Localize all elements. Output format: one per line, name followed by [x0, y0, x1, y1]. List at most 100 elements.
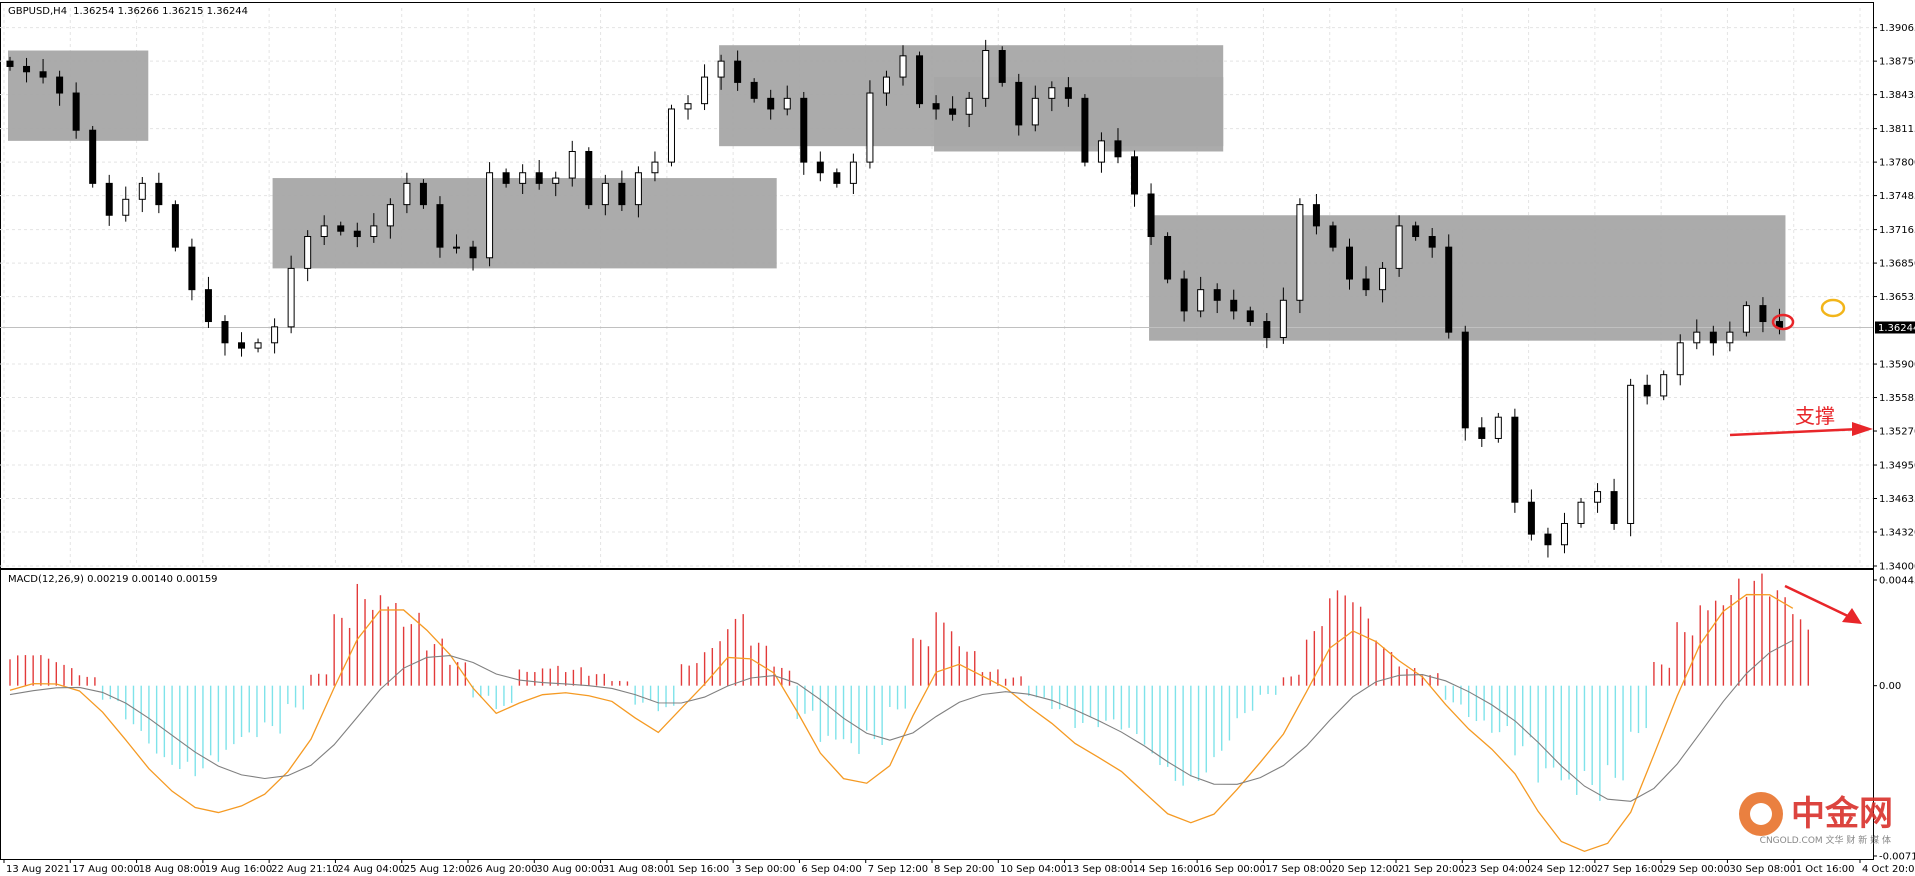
candle-body	[403, 182, 411, 206]
time-tick-label: 4 Oct 20:00	[1862, 864, 1915, 875]
candle-body	[1693, 331, 1701, 344]
watermark-sub: CNGOLD.COM 文华 财 新 媒 体	[1759, 836, 1891, 846]
candle-body	[1263, 321, 1271, 338]
candle-body	[353, 230, 361, 238]
candle-body	[1246, 310, 1254, 323]
macd-tick-label: 0.00443	[1879, 576, 1915, 587]
time-tick-label: 1 Sep 16:00	[669, 864, 729, 875]
time-tick-label: 24 Sep 12:00	[1531, 864, 1598, 875]
candle-body	[816, 161, 824, 174]
candle-body	[1279, 299, 1287, 338]
candle-body	[1709, 331, 1717, 344]
candle-body	[1048, 87, 1056, 99]
macd-arrow-line	[1784, 584, 1853, 620]
price-tick-label: 1.35270	[1879, 427, 1915, 438]
candle-body	[1643, 384, 1651, 397]
candle-body	[502, 172, 510, 184]
time-tick-label: 10 Sep 04:00	[1000, 864, 1067, 875]
candle-body	[122, 198, 130, 216]
price-tick-label: 1.35585	[1879, 393, 1915, 404]
candle-body	[254, 342, 262, 349]
candle-body	[1362, 278, 1370, 291]
candle-body	[304, 236, 312, 269]
symbol-header: GBPUSD,H4 1.36254 1.36266 1.36215 1.36244	[8, 6, 248, 17]
candle-body	[849, 161, 857, 184]
time-tick-label: 21 Sep 20:00	[1398, 864, 1465, 875]
candle-body	[1445, 246, 1453, 333]
candle-body	[1164, 236, 1172, 280]
candle-body	[585, 150, 593, 206]
candle-body	[519, 172, 527, 184]
candle-body	[734, 60, 742, 83]
price-tick-label: 1.34635	[1879, 494, 1915, 505]
candle-body	[750, 81, 758, 99]
candle-body	[651, 161, 659, 174]
candle-body	[1412, 225, 1420, 238]
watermark-name: 中金网	[1791, 794, 1893, 834]
candle-body	[155, 182, 163, 206]
candle-body	[469, 246, 477, 259]
price-tick-label: 1.37165	[1879, 225, 1915, 236]
shaded-zone	[1149, 215, 1786, 341]
candle-body	[1064, 87, 1072, 99]
macd-histogram	[9, 573, 1809, 801]
candle-body	[453, 246, 460, 249]
candle-body	[221, 321, 229, 344]
price-tick-label: 1.35900	[1879, 360, 1915, 371]
candle-body	[1180, 278, 1188, 312]
candle-body	[1329, 225, 1337, 248]
time-tick-label: 13 Sep 08:00	[1067, 864, 1134, 875]
candle-body	[982, 50, 990, 99]
time-tick-label: 14 Sep 16:00	[1133, 864, 1200, 875]
time-tick-label: 17 Sep 08:00	[1265, 864, 1332, 875]
support-arrow-line	[1729, 427, 1861, 437]
price-tick-label: 1.38115	[1879, 124, 1915, 135]
cngold-logo-icon	[1739, 792, 1783, 836]
candle-body	[535, 172, 543, 184]
time-tick-label: 16 Sep 00:00	[1199, 864, 1266, 875]
price-tick-label: 1.37800	[1879, 158, 1915, 169]
time-tick-label: 26 Aug 20:00	[470, 864, 537, 875]
candle-body	[800, 97, 808, 163]
price-tick-label: 1.36535	[1879, 292, 1915, 303]
candle-body	[767, 97, 775, 110]
macd-header: MACD(12,26,9) 0.00219 0.00140 0.00159	[8, 574, 218, 585]
candle-body	[105, 182, 113, 216]
candle-body	[1114, 140, 1122, 158]
candle-body	[1312, 204, 1320, 227]
candle-body	[337, 225, 345, 232]
candle-body	[601, 182, 609, 206]
candle-body	[171, 204, 179, 248]
time-tick-label: 8 Sep 20:00	[934, 864, 994, 875]
time-tick-label: 7 Sep 12:00	[868, 864, 928, 875]
candle-body	[1494, 416, 1502, 439]
time-tick-label: 20 Sep 12:00	[1332, 864, 1399, 875]
price-tick-label: 1.39065	[1879, 23, 1915, 34]
time-tick-label: 13 Aug 2021	[6, 864, 70, 875]
price-tick-label: 1.36850	[1879, 259, 1915, 270]
candle-body	[1213, 289, 1221, 301]
shaded-zone	[934, 77, 1224, 152]
candle-body	[783, 97, 791, 110]
candle-body	[23, 65, 31, 73]
price-tick-label: 1.37485	[1879, 191, 1915, 202]
time-tick-label: 30 Sep 08:00	[1729, 864, 1796, 875]
candle-body	[833, 172, 841, 184]
candle-body	[1560, 522, 1568, 546]
candle-body	[1296, 204, 1304, 301]
candle-body	[932, 103, 940, 110]
candle-body	[436, 204, 444, 248]
candle-body	[1594, 491, 1602, 503]
time-tick-label: 23 Sep 04:00	[1464, 864, 1531, 875]
candle-body	[287, 267, 295, 328]
candle-body	[1676, 342, 1684, 376]
candle-body	[271, 326, 279, 344]
price-tick-label: 1.34320	[1879, 527, 1915, 538]
candle-body	[1147, 193, 1155, 238]
candle-body	[1230, 299, 1238, 312]
support-arrow	[1729, 422, 1873, 437]
candle-body	[1395, 225, 1403, 269]
time-tick-label: 30 Aug 00:00	[536, 864, 603, 875]
support-label: 支撑	[1795, 404, 1835, 428]
